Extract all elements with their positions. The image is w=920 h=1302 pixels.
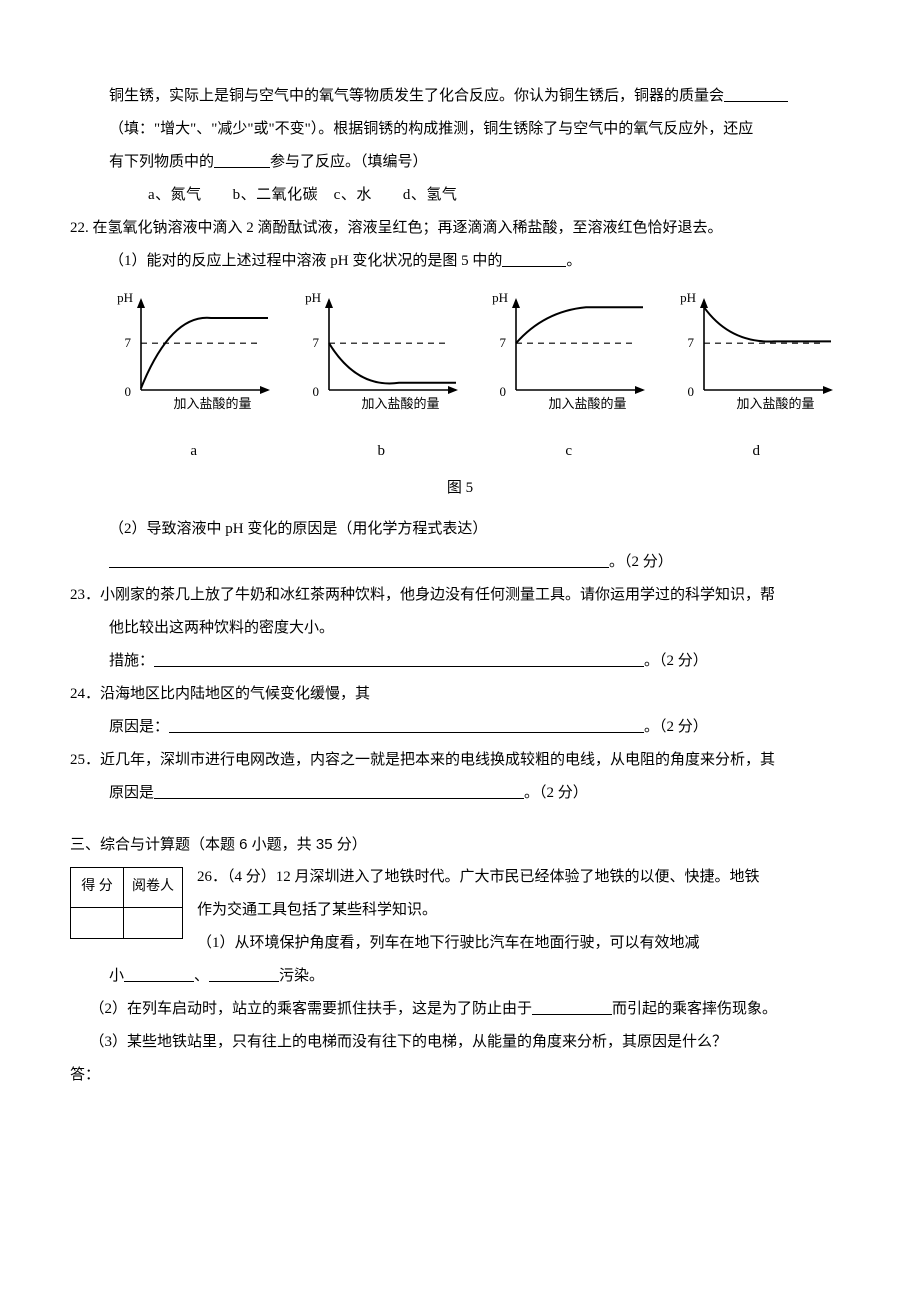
blank[interactable]	[209, 980, 279, 982]
svg-text:7: 7	[500, 335, 507, 350]
tail: 。（2 分）	[644, 719, 708, 735]
svg-text:加入盐酸的量: 加入盐酸的量	[736, 396, 814, 411]
blank[interactable]	[154, 665, 644, 667]
blank[interactable]	[532, 1013, 612, 1015]
q23-method: 措施： 。（2 分）	[70, 645, 850, 678]
blank[interactable]	[724, 100, 788, 102]
blank[interactable]	[124, 980, 194, 982]
text: 污染。	[279, 968, 324, 984]
chart-label: b	[299, 435, 464, 468]
marker-cell[interactable]	[124, 907, 183, 938]
q22-part1: （1）能对的反应上述过程中溶液 pH 变化状况的是图 5 中的 。	[70, 245, 850, 278]
tail: 。（2 分）	[524, 785, 588, 801]
svg-text:pH: pH	[305, 290, 321, 305]
q22-figure-caption: 图 5	[70, 472, 850, 505]
score-table: 得 分 阅卷人	[70, 867, 183, 939]
q26-p2: （2）在列车启动时，站立的乘客需要抓住扶手，这是为了防止由于 而引起的乘客摔伤现象…	[70, 993, 850, 1026]
score-header: 得 分	[71, 868, 124, 908]
text: 小	[109, 968, 124, 984]
text: 有下列物质中的	[109, 154, 214, 170]
label: 原因是：	[109, 719, 169, 735]
text: 。	[566, 253, 581, 269]
svg-text:7: 7	[125, 335, 132, 350]
q22-part2-line: 。（2 分）	[70, 546, 850, 579]
blank[interactable]	[214, 166, 270, 168]
text: （1）能对的反应上述过程中溶液 pH 变化状况的是图 5 中的	[109, 253, 502, 269]
q23-stem-b: 他比较出这两种饮料的密度大小。	[70, 612, 850, 645]
q23-stem-a: 23．小刚家的茶几上放了牛奶和冰红茶两种饮料，他身边没有任何测量工具。请你运用学…	[70, 579, 850, 612]
chart-label: c	[486, 435, 651, 468]
q26-p3: （3）某些地铁站里，只有往上的电梯而没有往下的电梯，从能量的角度来分析，其原因是…	[70, 1026, 850, 1059]
q22-charts: 7 0 pH 加入盐酸的量 a 7 0 pH 加入盐酸的量 b 7 0 pH 加…	[100, 288, 850, 468]
q26-p1-line1: （1）从环境保护角度看，列车在地下行驶比汽车在地面行驶，可以有效地减	[70, 927, 850, 960]
blank[interactable]	[154, 797, 524, 799]
svg-text:pH: pH	[117, 290, 133, 305]
q24-reason: 原因是： 。（2 分）	[70, 711, 850, 744]
text: 。（2 分）	[609, 554, 673, 570]
q25-reason: 原因是 。（2 分）	[70, 777, 850, 810]
text: 参与了反应。（填编号）	[270, 154, 428, 170]
q24-stem: 24．沿海地区比内陆地区的气候变化缓慢，其	[70, 678, 850, 711]
label: 措施：	[109, 653, 154, 669]
q22-part2: （2）导致溶液中 pH 变化的原因是（用化学方程式表达）	[70, 513, 850, 546]
chart-label: a	[111, 435, 276, 468]
q21-line2: （填："增大"、"减少"或"不变"）。根据铜锈的构成推测，铜生锈除了与空气中的氧…	[70, 113, 850, 146]
q21-options: a、氮气 b、二氧化碳 c、水 d、氢气	[70, 179, 850, 212]
marker-header: 阅卷人	[124, 868, 183, 908]
blank[interactable]	[109, 566, 609, 568]
text: 铜生锈，实际上是铜与空气中的氧气等物质发生了化合反应。你认为铜生锈后，铜器的质量…	[109, 88, 724, 104]
q21-line1: 铜生锈，实际上是铜与空气中的氧气等物质发生了化合反应。你认为铜生锈后，铜器的质量…	[70, 80, 850, 113]
section3-title: 三、综合与计算题（本题 6 小题，共 35 分）	[70, 828, 850, 861]
q21-line3: 有下列物质中的 参与了反应。（填编号）	[70, 146, 850, 179]
chart-panel: 7 0 pH 加入盐酸的量 d	[674, 288, 839, 468]
q26-answer-label: 答：	[70, 1059, 850, 1092]
q26-stem-b: 作为交通工具包括了某些科学知识。	[70, 894, 850, 927]
svg-text:pH: pH	[492, 290, 508, 305]
blank[interactable]	[169, 731, 644, 733]
text: 而引起的乘客摔伤现象。	[612, 1001, 777, 1017]
label: 原因是	[109, 785, 154, 801]
q22-stem: 22. 在氢氧化钠溶液中滴入 2 滴酚酞试液，溶液呈红色；再逐滴滴入稀盐酸，至溶…	[70, 212, 850, 245]
score-cell[interactable]	[71, 907, 124, 938]
svg-text:0: 0	[312, 384, 319, 399]
chart-label: d	[674, 435, 839, 468]
q25-stem: 25．近几年，深圳市进行电网改造，内容之一就是把本来的电线换成较粗的电线，从电阻…	[70, 744, 850, 777]
chart-panel: 7 0 pH 加入盐酸的量 b	[299, 288, 464, 468]
q26-stem-a: 26．（4 分）12 月深圳进入了地铁时代。广大市民已经体验了地铁的以便、快捷。…	[70, 861, 850, 894]
svg-text:0: 0	[687, 384, 694, 399]
text: 、	[194, 968, 209, 984]
svg-text:加入盐酸的量: 加入盐酸的量	[174, 396, 252, 411]
svg-text:7: 7	[312, 335, 319, 350]
chart-panel: 7 0 pH 加入盐酸的量 a	[111, 288, 276, 468]
chart-panel: 7 0 pH 加入盐酸的量 c	[486, 288, 651, 468]
svg-text:0: 0	[500, 384, 507, 399]
svg-text:加入盐酸的量: 加入盐酸的量	[361, 396, 439, 411]
q26-p1-line2: 小 、 污染。	[70, 960, 850, 993]
blank[interactable]	[502, 265, 566, 267]
svg-text:pH: pH	[680, 290, 696, 305]
svg-text:0: 0	[125, 384, 132, 399]
svg-text:加入盐酸的量: 加入盐酸的量	[549, 396, 627, 411]
text: （2）在列车启动时，站立的乘客需要抓住扶手，这是为了防止由于	[90, 1001, 533, 1017]
svg-text:7: 7	[687, 335, 694, 350]
tail: 。（2 分）	[644, 653, 708, 669]
